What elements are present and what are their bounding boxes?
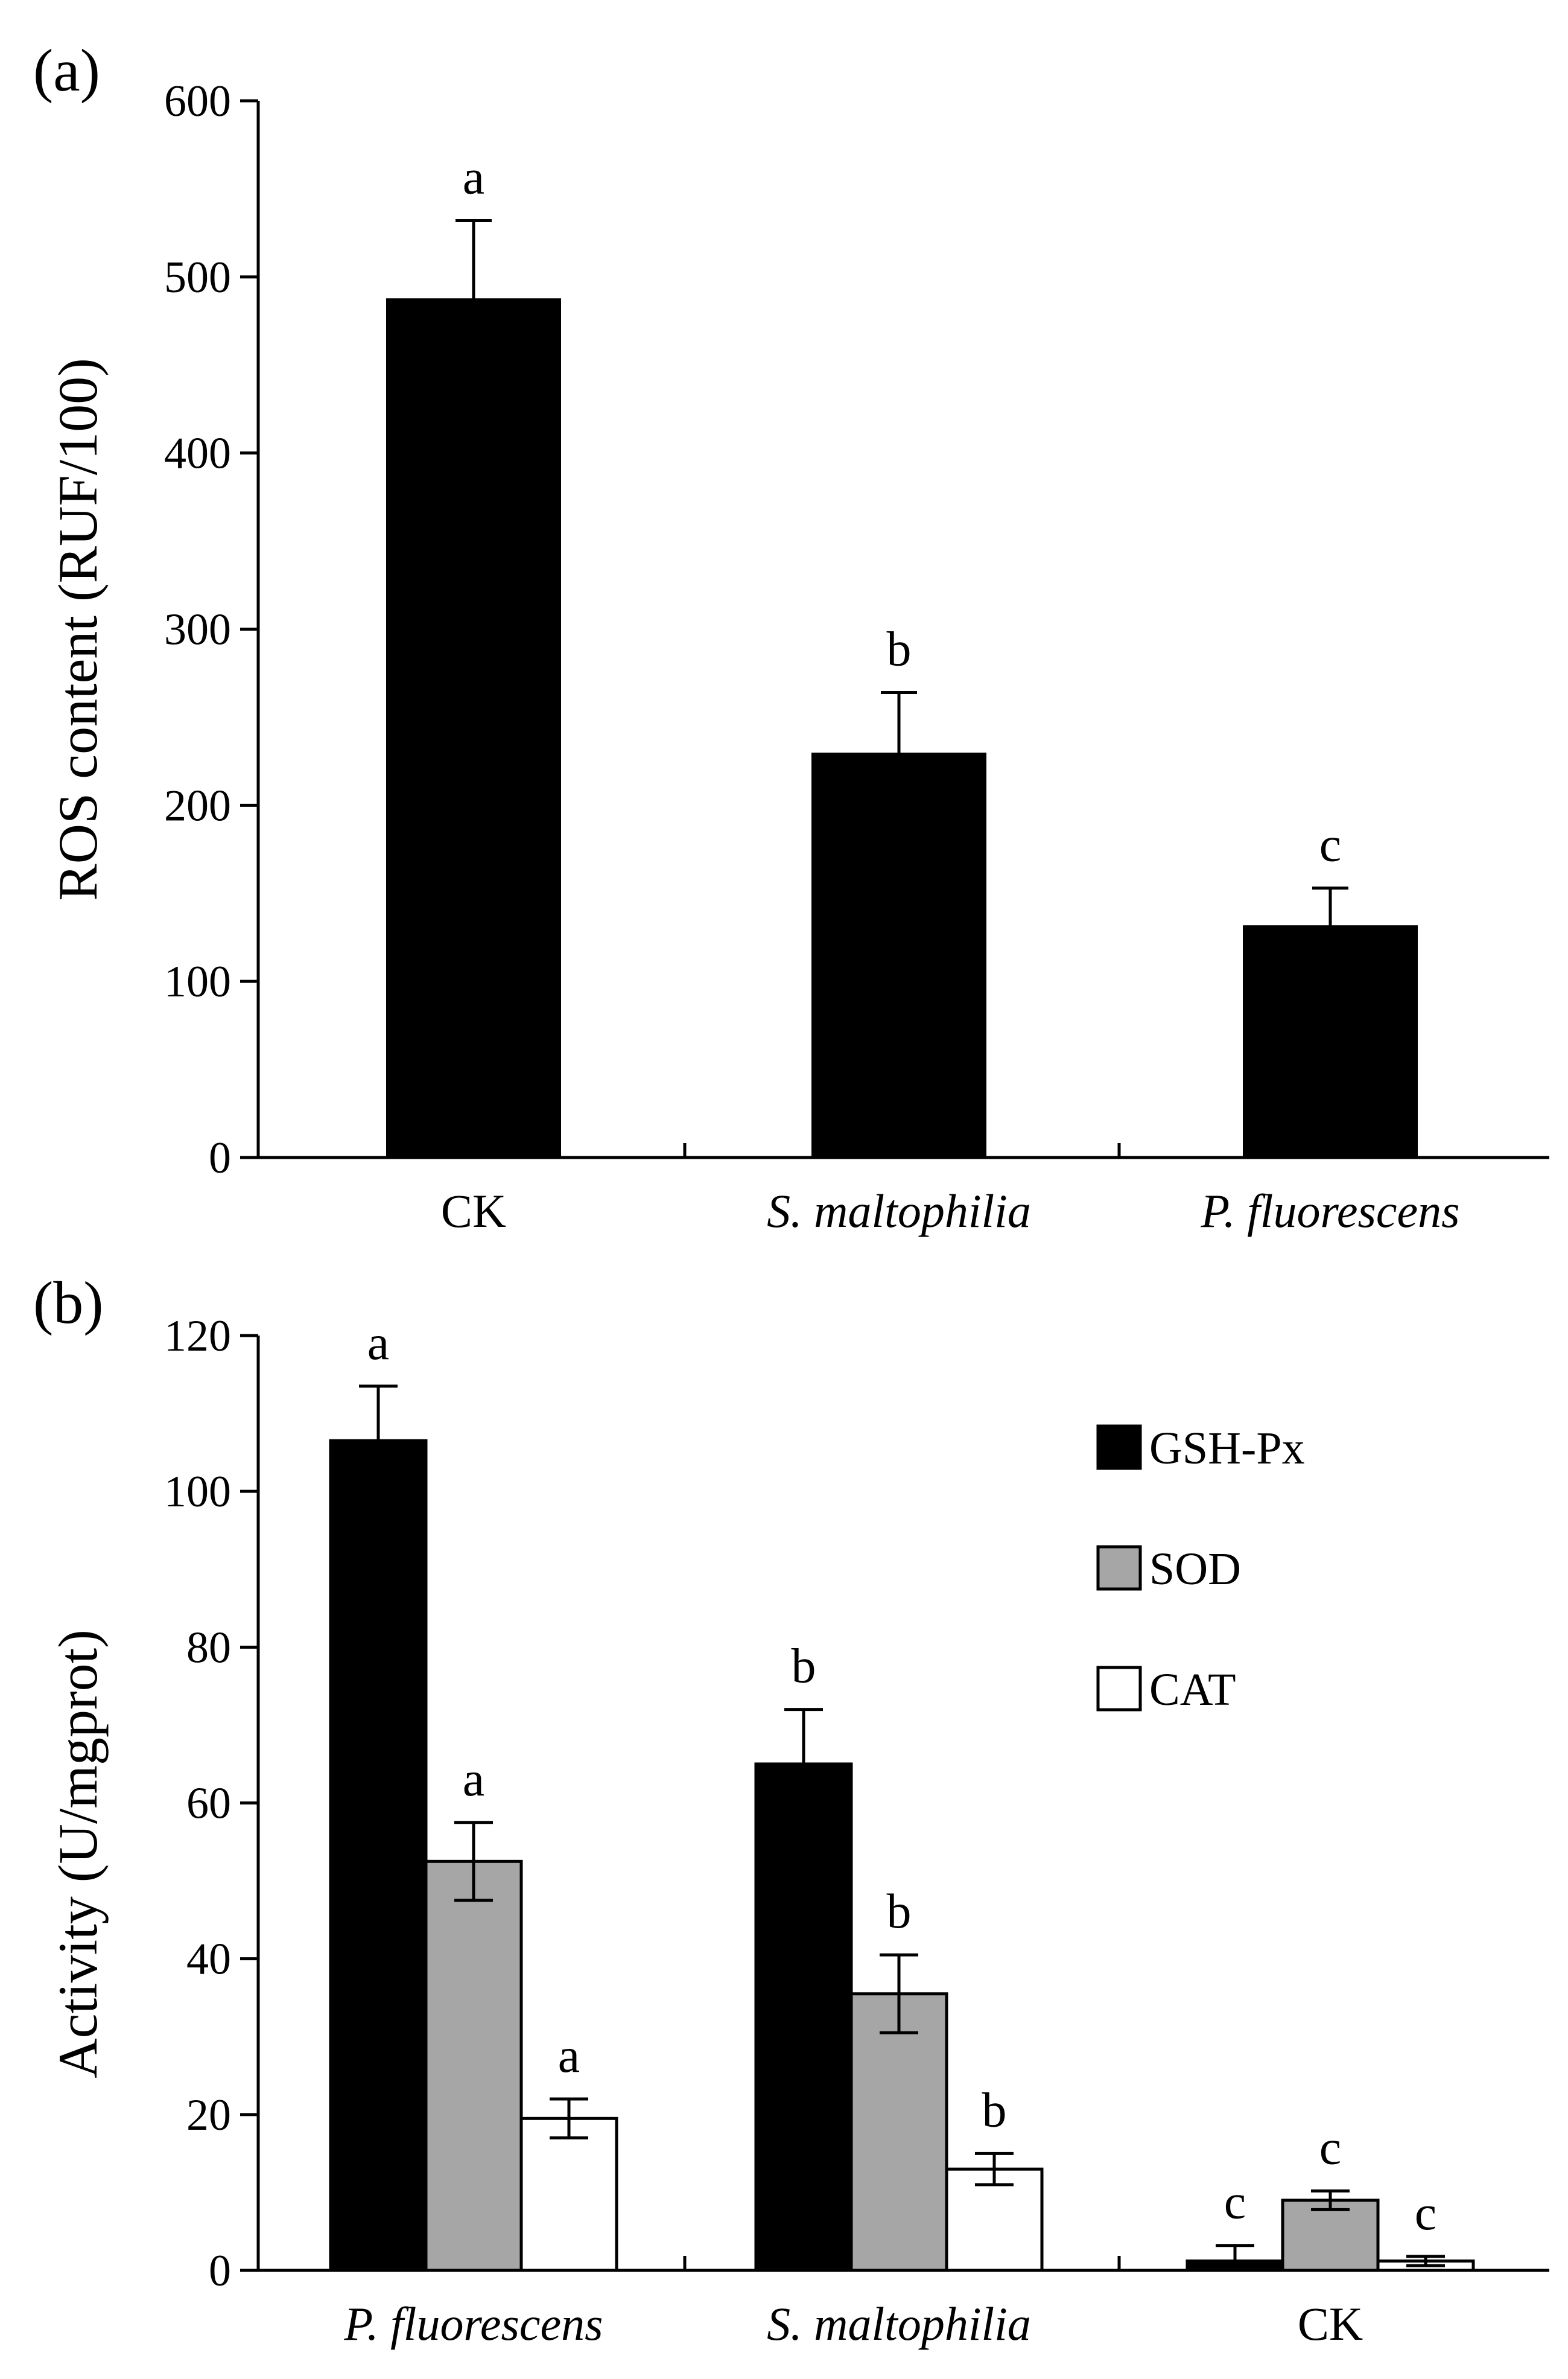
panel-a-error-bars [455, 218, 1348, 966]
bar-gsh-px [329, 1439, 428, 2272]
panel-b-significance-letters: a a a b b b c c c [367, 1315, 1436, 2240]
significance-letter: c [1319, 2119, 1341, 2174]
significance-letter: b [792, 1639, 816, 1693]
y-tick-label: 60 [186, 1779, 231, 1829]
significance-letter: a [463, 1751, 484, 1806]
y-tick-label: 100 [164, 1467, 231, 1517]
legend-swatch-sod [1096, 1545, 1142, 1591]
y-tick-label: 120 [164, 1311, 231, 1361]
panel-b-x-ticks [683, 2256, 1121, 2270]
significance-letter: c [1224, 2174, 1246, 2229]
significance-letter: b [982, 2082, 1007, 2137]
panel-a-x-ticks [683, 1143, 1121, 1158]
significance-letter: b [887, 622, 912, 677]
panel-b-enzyme-chart: (b) Activity (U/mgprot) 020406080100120 … [33, 1269, 1549, 2350]
category-label: P. fluorescens [1201, 1185, 1460, 1237]
legend-label-sod: SOD [1149, 1544, 1241, 1594]
y-tick-label: 0 [209, 2246, 231, 2296]
panel-a-label: (a) [33, 37, 100, 104]
y-tick-label: 500 [164, 253, 231, 302]
panel-b-label: (b) [33, 1269, 104, 1336]
panel-a-significance-letters: a b c [463, 149, 1341, 871]
significance-letter: a [463, 149, 484, 204]
bar-sod [424, 1859, 523, 2272]
significance-letter: b [887, 1884, 912, 1938]
panel-b-y-axis-title: Activity (U/mgprot) [47, 1629, 109, 2078]
y-tick-label: 600 [164, 77, 231, 126]
y-tick-label: 400 [164, 429, 231, 479]
legend-label-gsh-px: GSH-Px [1149, 1423, 1305, 1474]
bar-value [386, 298, 561, 1159]
bar-sod [1281, 2199, 1380, 2272]
panel-b-legend: GSH-Px SOD CAT [1096, 1423, 1305, 1715]
y-tick-label: 100 [164, 957, 231, 1007]
significance-letter: c [1319, 817, 1341, 871]
legend-label-cat: CAT [1149, 1664, 1236, 1715]
bar-gsh-px [754, 1762, 853, 2272]
significance-letter: a [558, 2028, 580, 2083]
panel-a-y-ticks: 0 100 200 300 400 500 600 [164, 77, 258, 1183]
panel-b-category-labels: P. fluorescens S. maltophilia CK [344, 2298, 1363, 2350]
y-tick-label: 40 [186, 1935, 231, 1984]
significance-letter: a [367, 1315, 389, 1370]
y-tick-label: 20 [186, 2091, 231, 2140]
category-label: CK [441, 1185, 506, 1237]
significance-letter: c [1415, 2185, 1436, 2240]
y-tick-label: 0 [209, 1133, 231, 1183]
bar-sod [849, 1992, 948, 2272]
panel-a-ros-chart: (a) ROS content (RUF/100) 0 100 200 300 400 5… [33, 37, 1549, 1237]
y-tick-label: 80 [186, 1623, 231, 1672]
panel-b-y-ticks: 0 20 40 60 80 100 120 [164, 1311, 258, 2296]
panel-a-bars [386, 298, 1418, 1159]
category-label: S. maltophilia [767, 1185, 1031, 1237]
panel-b-bars [329, 1439, 1475, 2272]
y-tick-label: 300 [164, 605, 231, 655]
y-tick-label: 200 [164, 781, 231, 830]
bar-cat [519, 2116, 618, 2272]
category-label: CK [1298, 2298, 1363, 2350]
panel-a-y-axis-title: ROS content (RUF/100) [47, 358, 109, 901]
legend-swatch-gsh-px [1096, 1424, 1142, 1470]
category-label: S. maltophilia [767, 2298, 1031, 2350]
legend-swatch-cat [1096, 1666, 1142, 1712]
panel-a-category-labels: CK S. maltophilia P. fluorescens [441, 1185, 1460, 1237]
category-label: P. fluorescens [344, 2298, 603, 2350]
